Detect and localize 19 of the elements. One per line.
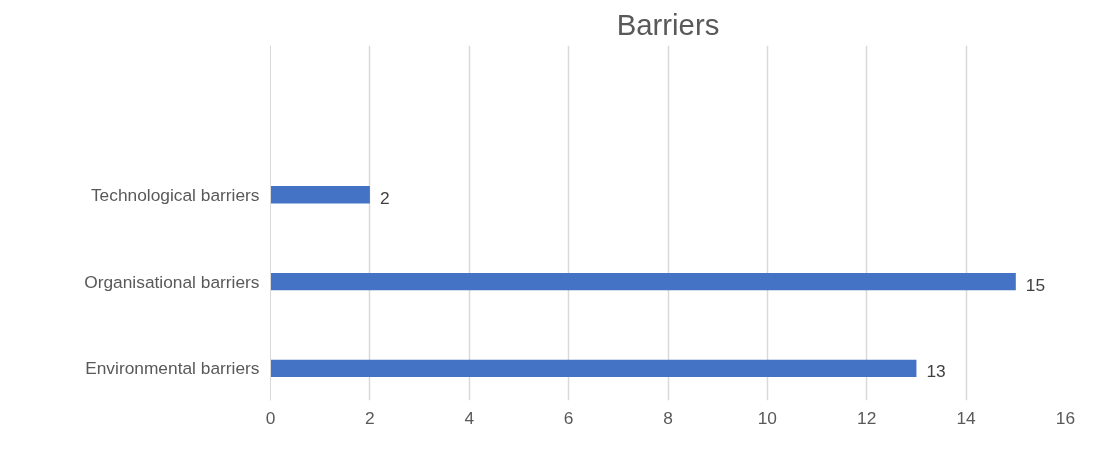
- y-tick-label: Environmental barriers: [85, 358, 260, 379]
- data-label: 15: [1025, 274, 1046, 295]
- x-tick-label: 0: [265, 407, 276, 428]
- x-tick-label: 6: [563, 407, 574, 428]
- data-label: 13: [926, 361, 946, 382]
- x-tick-label: 12: [857, 407, 877, 428]
- x-tick-label: 2: [365, 407, 375, 428]
- x-tick-label: 16: [1055, 407, 1076, 428]
- y-tick-label: Organisational barriers: [84, 271, 260, 292]
- bar: [270, 359, 917, 378]
- bar: [270, 272, 1016, 291]
- bar: [270, 186, 370, 204]
- x-tick-label: 4: [464, 407, 475, 428]
- x-tick-label: 8: [663, 407, 673, 428]
- x-tick-label: 14: [956, 407, 977, 428]
- data-label: 2: [379, 187, 390, 208]
- chart-title: Barriers: [616, 7, 720, 41]
- y-tick-label: Technological barriers: [90, 184, 260, 205]
- x-tick-label: 10: [757, 407, 778, 428]
